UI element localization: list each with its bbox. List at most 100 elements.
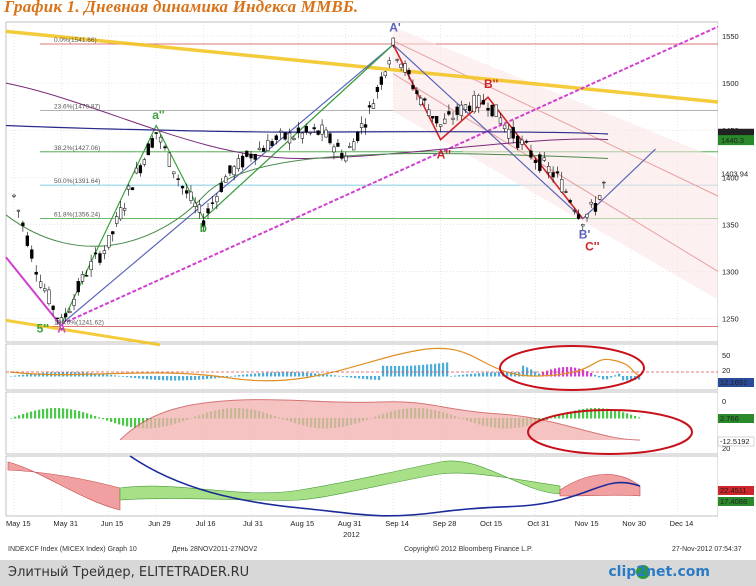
candle-body bbox=[320, 124, 324, 135]
histogram-bar bbox=[638, 417, 641, 419]
histogram-bar bbox=[546, 370, 549, 377]
histogram-bar bbox=[250, 373, 253, 377]
histogram-bar bbox=[30, 411, 33, 419]
candle-body bbox=[201, 220, 206, 228]
histogram-bar bbox=[110, 418, 113, 422]
histogram-bar bbox=[94, 373, 97, 377]
histogram-bar bbox=[390, 365, 393, 377]
histogram-bar bbox=[126, 418, 129, 427]
histogram-bar bbox=[490, 372, 493, 377]
histogram-bar bbox=[18, 375, 21, 377]
candle-body bbox=[304, 125, 308, 133]
candle-body bbox=[533, 160, 538, 163]
x-tick-label: Jun 15 bbox=[101, 519, 124, 528]
candle-body bbox=[472, 95, 476, 113]
histogram-bar bbox=[618, 373, 621, 377]
histogram-bar bbox=[510, 372, 513, 377]
histogram-bar bbox=[522, 365, 525, 377]
histogram-bar bbox=[198, 376, 201, 380]
histogram-bar bbox=[606, 376, 609, 380]
y-tick-label: 1550 bbox=[722, 32, 739, 41]
candle-body bbox=[308, 132, 312, 134]
candle-body bbox=[451, 117, 455, 120]
histogram-bar bbox=[534, 371, 537, 377]
histogram-bar bbox=[602, 408, 605, 419]
ma-value-label-2: 1440.3 bbox=[721, 136, 744, 145]
footer-brand: clip2net.com bbox=[608, 564, 710, 580]
fib-label: 61.8%(1356.24) bbox=[54, 211, 100, 218]
histogram-bar bbox=[302, 372, 305, 377]
histogram-bar bbox=[582, 408, 585, 419]
histogram-bar bbox=[578, 368, 581, 377]
candle-body bbox=[185, 190, 189, 194]
fib-label: 0.0%(1541.66) bbox=[54, 37, 97, 44]
candle-body bbox=[463, 104, 468, 110]
histogram-bar bbox=[206, 376, 209, 380]
candle-body bbox=[126, 185, 131, 190]
histogram-bar bbox=[26, 374, 29, 377]
candle-body bbox=[593, 203, 598, 212]
x-tick-label: Jul 31 bbox=[243, 519, 263, 528]
candle-body bbox=[21, 222, 25, 227]
histogram-bar bbox=[494, 372, 497, 377]
fib-label: 38.2%(1427.06) bbox=[54, 145, 100, 152]
histogram-bar bbox=[286, 372, 289, 377]
candle-body bbox=[455, 106, 459, 115]
histogram-bar bbox=[114, 375, 117, 377]
histogram-bar bbox=[102, 418, 105, 420]
candle-body bbox=[59, 317, 64, 329]
histogram-bar bbox=[554, 416, 557, 419]
candle-body bbox=[435, 115, 439, 124]
histogram-bar bbox=[334, 375, 337, 377]
histogram-bar bbox=[118, 375, 121, 377]
histogram-bar bbox=[70, 409, 73, 419]
magenta-fan-line bbox=[60, 25, 719, 326]
histogram-bar bbox=[554, 368, 557, 377]
candle-body bbox=[344, 155, 348, 162]
fib-label: 50.0%(1391.64) bbox=[54, 178, 100, 185]
candle-body bbox=[387, 60, 391, 65]
histogram-bar bbox=[138, 418, 141, 429]
histogram-bar bbox=[570, 411, 573, 419]
histogram-bar bbox=[42, 409, 45, 419]
indicator-2-value-2: -12.5192 bbox=[720, 437, 750, 446]
histogram-bar bbox=[606, 408, 609, 419]
histogram-bar bbox=[574, 410, 577, 419]
candle-body bbox=[296, 127, 301, 134]
histogram-bar bbox=[530, 369, 533, 377]
histogram-bar bbox=[166, 376, 169, 381]
candle-body bbox=[72, 299, 76, 306]
candle-body bbox=[383, 71, 387, 76]
indicator-2-tick: 0 bbox=[722, 397, 726, 406]
candle-body bbox=[490, 104, 494, 117]
candle-body bbox=[336, 142, 340, 147]
histogram-bar bbox=[506, 372, 509, 377]
histogram-bar bbox=[294, 372, 297, 377]
indicator-3-value-bg bbox=[718, 486, 754, 495]
histogram-bar bbox=[106, 418, 109, 421]
channel-line bbox=[392, 73, 719, 272]
histogram-bar bbox=[34, 410, 37, 419]
histogram-bar bbox=[122, 418, 125, 426]
candle-body bbox=[236, 158, 241, 170]
indicator-1-value-bg bbox=[718, 378, 754, 387]
indicator-3-value-2: 17.4088 bbox=[720, 497, 747, 506]
histogram-bar bbox=[242, 374, 245, 377]
candle-body bbox=[598, 195, 602, 200]
histogram-bar bbox=[310, 372, 313, 377]
histogram-bar bbox=[102, 374, 105, 377]
candle-body bbox=[172, 171, 176, 175]
candle-body bbox=[359, 123, 364, 128]
x-tick-label: Dec 14 bbox=[670, 519, 694, 528]
candle-body bbox=[102, 250, 107, 254]
histogram-bar bbox=[150, 376, 153, 380]
histogram-bar bbox=[590, 372, 593, 377]
histogram-bar bbox=[486, 372, 489, 377]
bloomberg-source: INDEXCF Index (MICEX Index) Graph 10 bbox=[8, 546, 137, 553]
histogram-bar bbox=[358, 376, 361, 379]
right-axis-strip bbox=[718, 22, 756, 517]
candle-body bbox=[219, 182, 223, 192]
channel-line bbox=[392, 40, 719, 197]
histogram-bar bbox=[306, 372, 309, 377]
candle-body bbox=[130, 187, 135, 191]
